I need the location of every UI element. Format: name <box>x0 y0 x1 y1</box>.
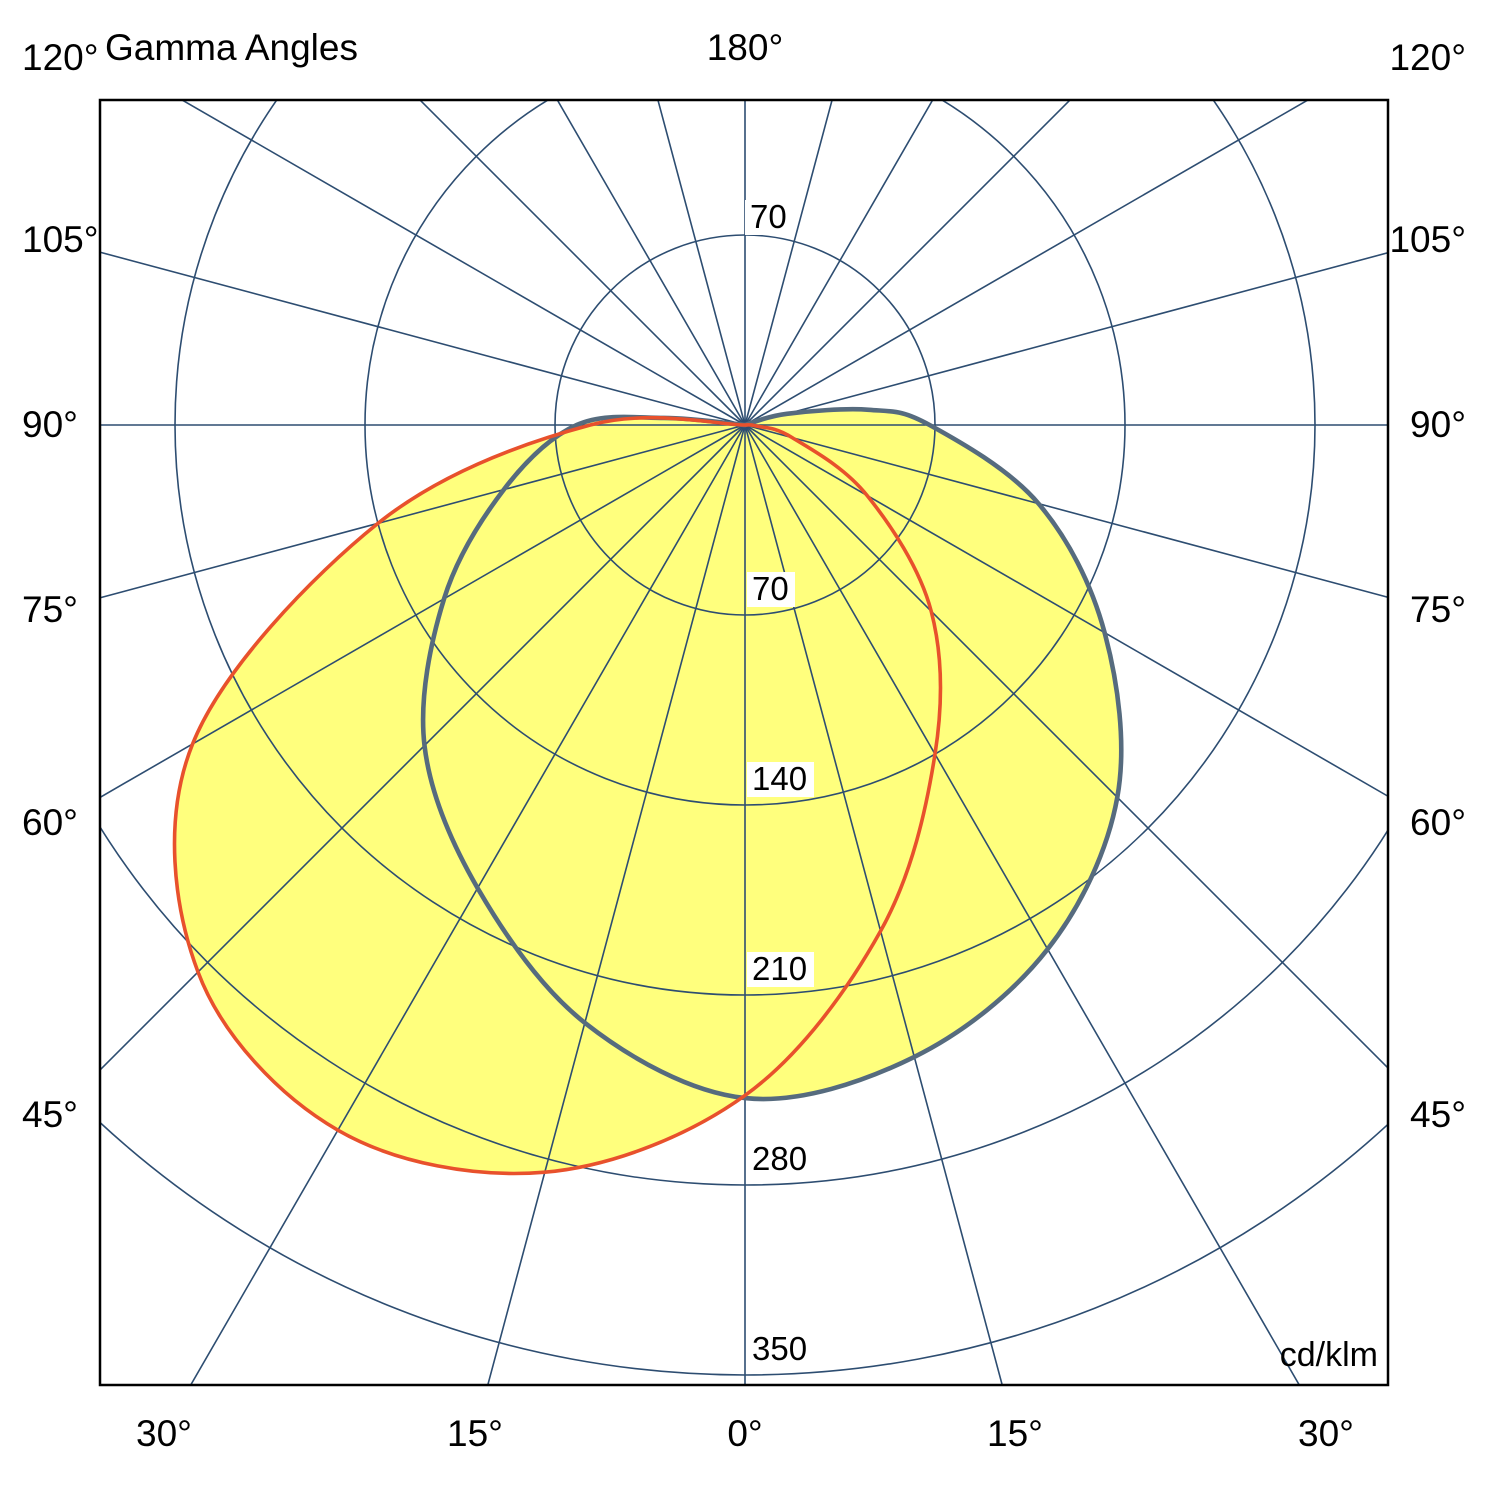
tick-upper-70: 70 <box>750 198 787 235</box>
tick-280: 280 <box>752 1140 807 1177</box>
grid-ray-330 <box>189 424 746 1385</box>
grid-ray-225 <box>418 100 746 426</box>
grid-ray-60 <box>744 424 1388 798</box>
gamma-label-left-60: 60° <box>22 802 78 843</box>
gamma-label-right-45: 45° <box>1410 1094 1466 1135</box>
grid-ray-45 <box>744 424 1388 1070</box>
grid-ray-255 <box>100 251 746 426</box>
tick-210: 210 <box>752 950 807 987</box>
unit-label: cd/klm <box>1280 1336 1378 1374</box>
gamma-label-left-75: 75° <box>22 589 78 630</box>
curve-strokes <box>172 406 1124 1176</box>
tick-350-box <box>747 1332 814 1367</box>
gamma-label-right-105: 105° <box>1389 219 1466 260</box>
gamma-label-left-45: 45° <box>22 1094 78 1135</box>
gamma-label-left-120: 120° <box>22 37 99 78</box>
bottom-label-15: 15° <box>987 1413 1043 1454</box>
grid-ray-15 <box>744 424 1004 1385</box>
tick-140-box <box>747 762 814 797</box>
gamma-label-left-90: 90° <box>22 404 78 445</box>
grid-ray-165 <box>744 100 833 426</box>
plot-border <box>98 98 1390 1387</box>
grid-ray-315 <box>100 424 746 1072</box>
bottom-angle-labels: 30° 15° 0° 15° 30° <box>136 1413 1354 1454</box>
tick-70: 70 <box>752 570 789 607</box>
radial-tick-labels: 70 70 140 210 280 350 <box>745 198 814 1367</box>
tick-upper-70-box <box>745 200 793 235</box>
grid-ray-210 <box>556 100 746 426</box>
tick-210-box <box>747 952 814 987</box>
grid-ray-105 <box>744 251 1388 426</box>
curve-outline-C90-C270 plane <box>420 406 1124 1102</box>
bottom-label-0: 0° <box>727 1413 762 1454</box>
grid-ray-195 <box>657 100 746 426</box>
grid-ray-135 <box>744 100 1072 426</box>
tick-280-box <box>747 1142 814 1177</box>
gamma-label-left-105: 105° <box>22 219 99 260</box>
curve-fills <box>174 409 1122 1174</box>
tick-70-box <box>747 572 795 607</box>
gamma-angle-labels: 120° 105° 90° 75° 60° 45° 120° 105° 90° 75° 60° 45° <box>22 37 1466 1135</box>
bottom-label--15: 15° <box>447 1413 503 1454</box>
bottom-label-30: 30° <box>1298 1413 1354 1454</box>
grid-ray-30 <box>744 424 1301 1385</box>
tick-140: 140 <box>752 760 807 797</box>
grid-ray-120 <box>744 100 1310 426</box>
grid-ray-75 <box>744 424 1388 599</box>
tick-350: 350 <box>752 1330 807 1367</box>
bottom-label--30: 30° <box>136 1413 192 1454</box>
curve-fill-1 <box>423 409 1122 1100</box>
gamma-label-right-75: 75° <box>1410 589 1466 630</box>
curve-outline-C0-C180 plane <box>172 415 943 1176</box>
grid-ray-345 <box>486 424 746 1385</box>
grid-ray-240 <box>180 100 746 426</box>
gamma-label-right-120: 120° <box>1389 37 1466 78</box>
grid-ray-150 <box>744 100 934 426</box>
top-angle-label: 180° <box>707 27 784 68</box>
gamma-label-right-90: 90° <box>1410 404 1466 445</box>
grid-ray-300 <box>100 424 746 799</box>
chart-title: Gamma Angles <box>105 27 358 68</box>
gamma-label-right-60: 60° <box>1410 802 1466 843</box>
